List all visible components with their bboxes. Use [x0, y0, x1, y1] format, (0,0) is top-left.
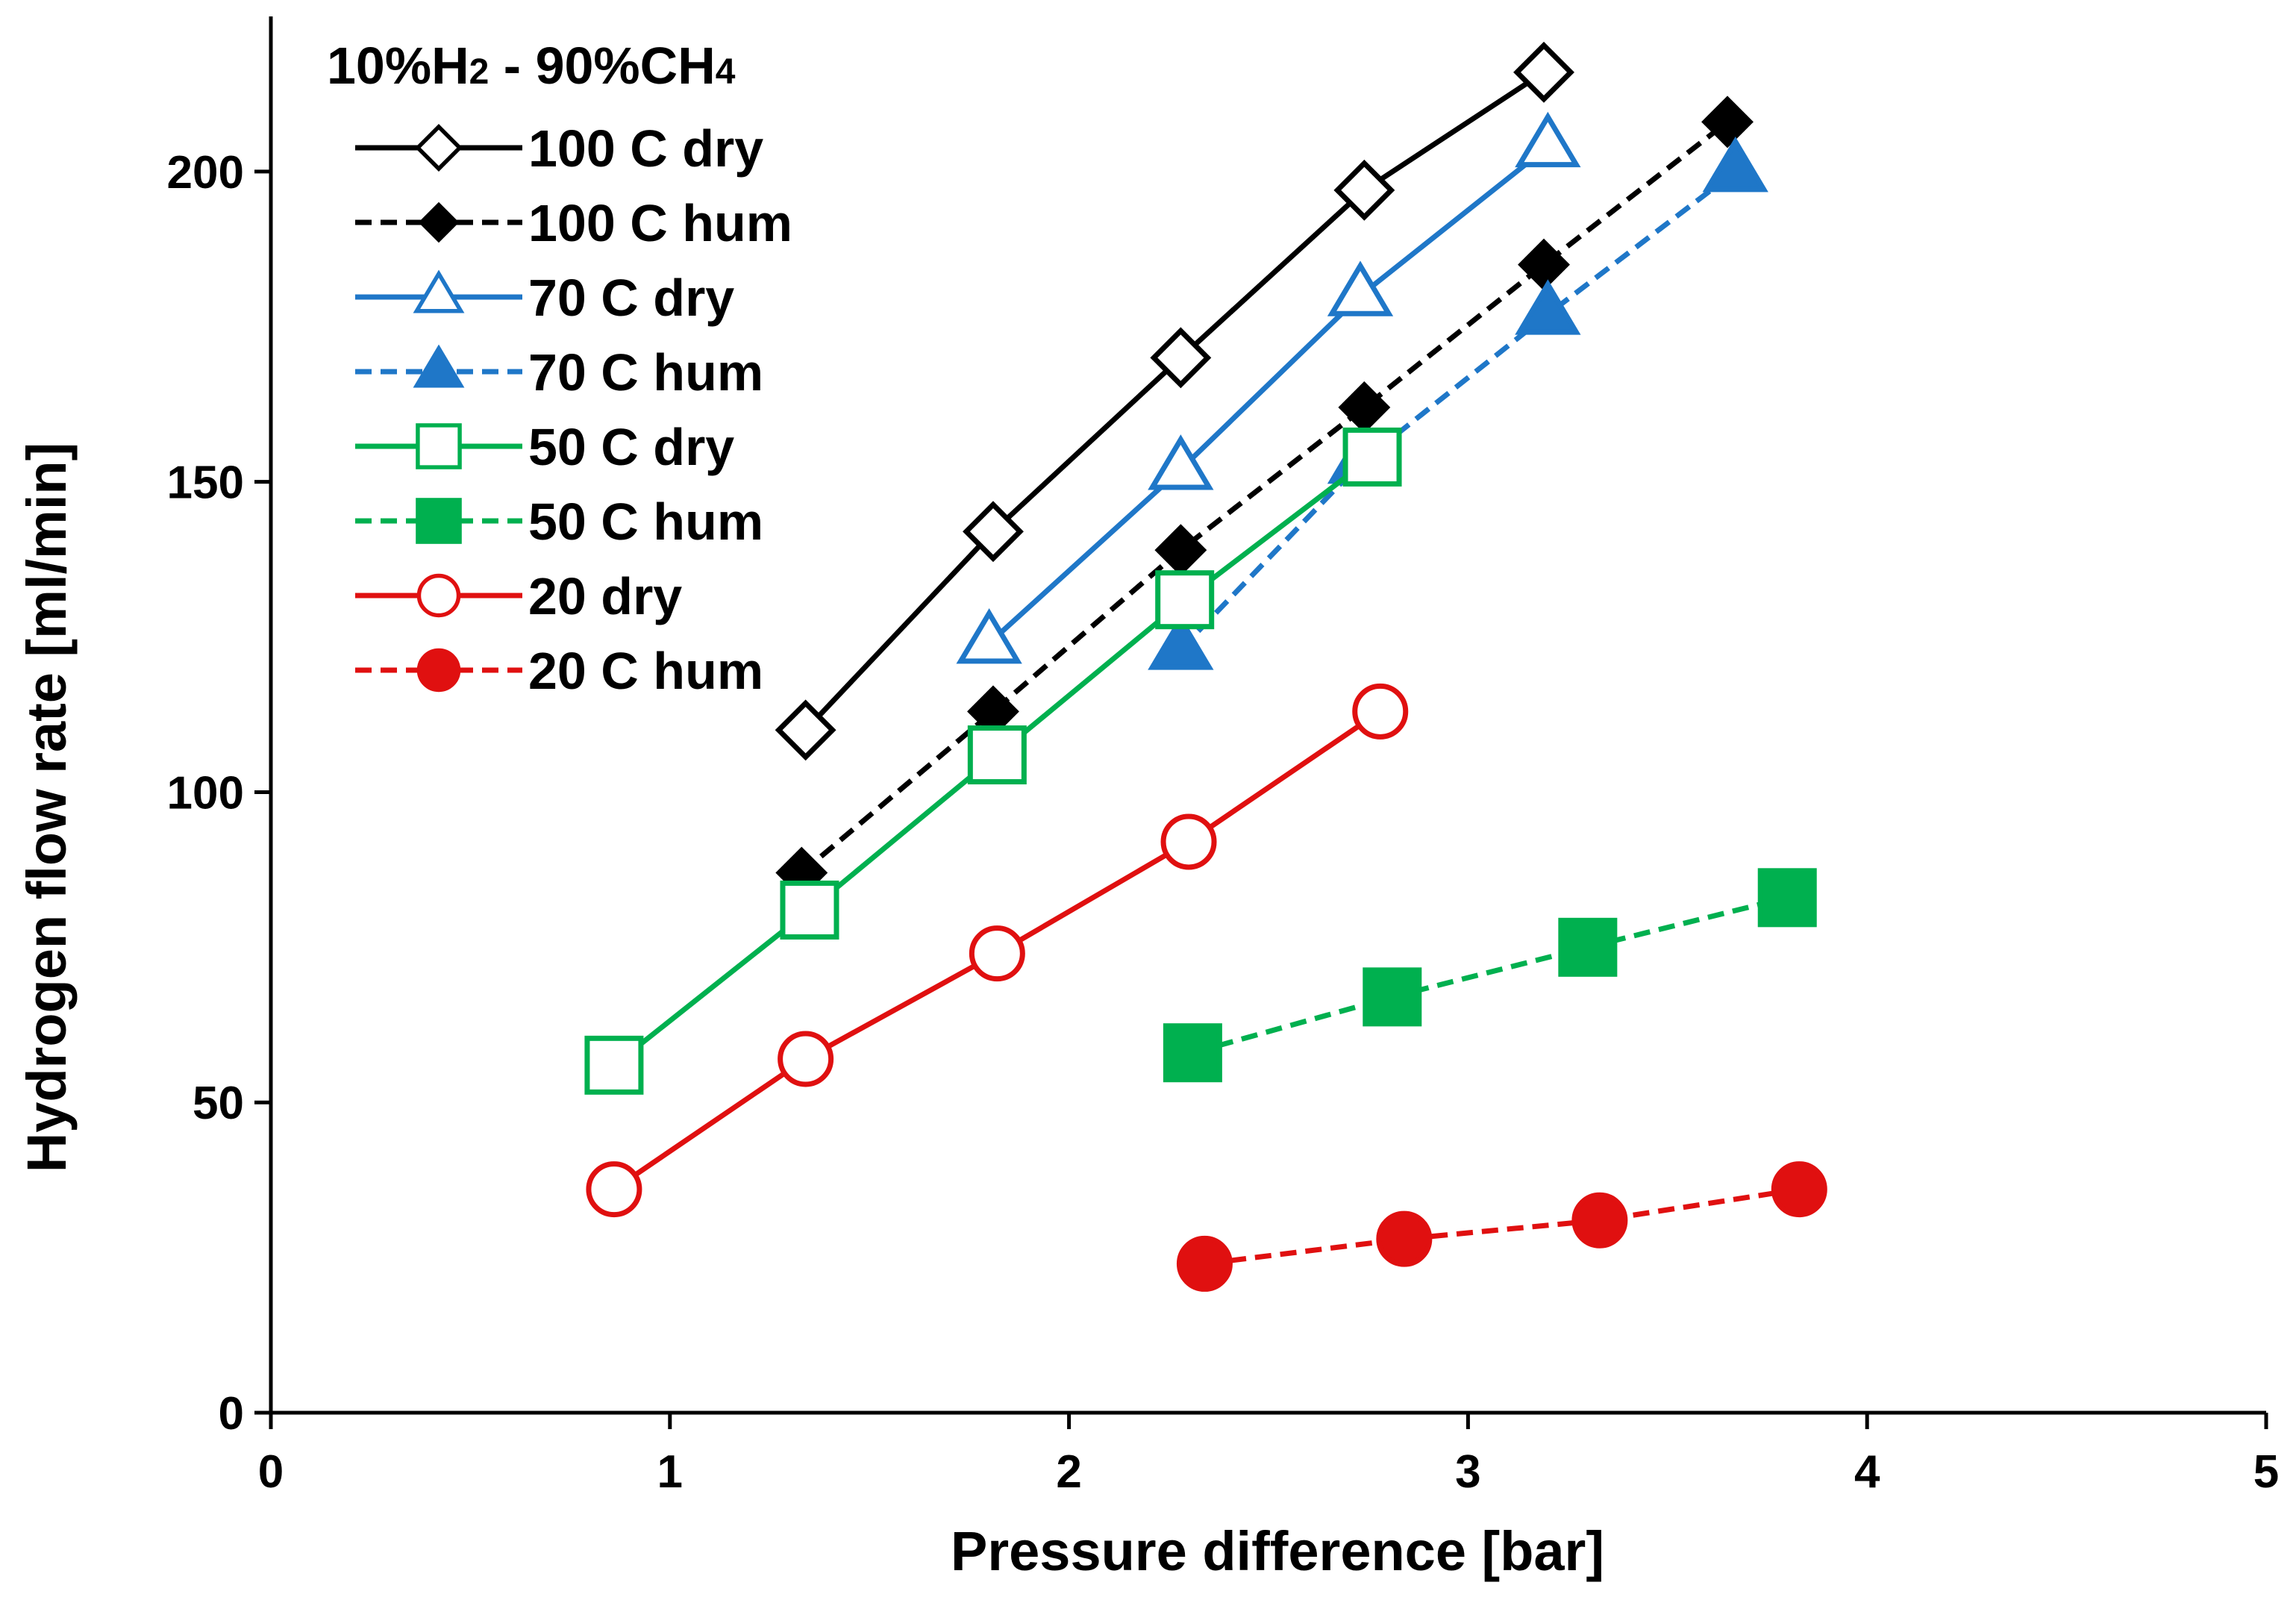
x-tick-label: 3	[1455, 1446, 1480, 1498]
data-point-square	[967, 725, 1027, 785]
series-line	[1178, 169, 1737, 652]
legend-label: 70 C dry	[528, 269, 734, 327]
legend-entry: 100 C hum	[355, 194, 792, 252]
data-point-circle	[778, 1031, 834, 1087]
legend-entry: 70 C hum	[355, 343, 763, 402]
series-20-c-hum	[1176, 1161, 1827, 1292]
y-tick-label: 0	[219, 1388, 244, 1440]
legend-entry: 50 C dry	[355, 418, 734, 476]
data-point-triangle	[1515, 111, 1581, 168]
data-point-diamond	[1150, 327, 1212, 389]
series-line	[1192, 895, 1789, 1056]
legend-label: 20 dry	[528, 567, 682, 625]
data-point-triangle	[1148, 434, 1214, 490]
legend-entry: 100 C dry	[355, 119, 763, 178]
axes	[269, 16, 2266, 1415]
x-tick-label: 4	[1854, 1446, 1880, 1498]
series-line	[800, 119, 1730, 875]
x-tick-label: 0	[258, 1446, 284, 1498]
legend-entry: 70 C dry	[355, 269, 734, 327]
data-point-diamond	[1701, 96, 1754, 149]
y-tick-label: 150	[167, 457, 244, 509]
legend-label: 50 C dry	[528, 418, 734, 476]
legend-label: 100 C hum	[528, 194, 792, 252]
legend: 10%H2 - 90%CH4 100 C dry 100 C hum 70 C dry…	[327, 37, 792, 700]
legend-title-part: 2	[469, 52, 489, 92]
series-line	[1204, 1187, 1800, 1266]
data-point-diamond	[1513, 41, 1574, 103]
data-point-square	[1155, 570, 1215, 630]
legend-title: 10%H2 - 90%CH4	[327, 37, 736, 95]
data-point-circle	[586, 1161, 642, 1218]
series-100-c-hum	[775, 96, 1754, 899]
data-point-square	[1757, 868, 1817, 928]
data-point-square	[1342, 427, 1402, 487]
series-50-c-hum	[1163, 868, 1817, 1083]
legend-entry: 50 C hum	[355, 493, 763, 551]
x-axis-title: Pressure difference [bar]	[951, 1520, 1604, 1582]
data-point-square	[1363, 967, 1422, 1027]
data-point-diamond	[775, 699, 836, 761]
data-point-square	[780, 880, 839, 940]
x-tick-label: 2	[1056, 1446, 1081, 1498]
data-point-diamond	[415, 124, 463, 172]
legend-label: 70 C hum	[528, 343, 763, 402]
series-line	[987, 144, 1550, 646]
data-point-triangle	[956, 608, 1022, 664]
legend-label: 20 C hum	[528, 642, 763, 700]
data-point-circle	[416, 573, 461, 618]
data-point-triangle	[1702, 137, 1768, 193]
data-point-diamond	[418, 201, 460, 243]
data-point-square	[584, 1035, 644, 1095]
data-point-diamond	[1333, 159, 1395, 221]
series-50-c-dry	[584, 427, 1402, 1095]
data-point-diamond	[1338, 381, 1391, 434]
data-point-circle	[1352, 683, 1409, 740]
data-point-diamond	[1518, 238, 1570, 291]
data-point-triangle	[1515, 279, 1581, 335]
legend-title-part: 4	[716, 52, 736, 92]
legend-label: 50 C hum	[528, 493, 763, 551]
data-point-triangle	[1327, 260, 1394, 316]
series-70-c-dry	[956, 111, 1581, 664]
data-point-circle	[416, 648, 461, 693]
data-point-circle	[1571, 1192, 1628, 1249]
x-tick-label: 1	[657, 1446, 683, 1498]
data-point-square	[416, 423, 462, 469]
x-tick-label: 5	[2253, 1446, 2279, 1498]
data-point-square	[416, 498, 462, 544]
data-point-square	[1163, 1023, 1222, 1083]
data-point-diamond	[1154, 524, 1207, 577]
series-layer	[584, 41, 1827, 1292]
legend-entry: 20 C hum	[355, 642, 763, 700]
data-point-triangle	[413, 269, 465, 313]
y-tick-label: 50	[193, 1078, 244, 1129]
data-point-circle	[1376, 1210, 1433, 1267]
legend-entry: 20 dry	[355, 567, 682, 625]
data-point-triangle	[413, 344, 465, 388]
series-100-c-dry	[775, 41, 1574, 761]
data-point-circle	[1771, 1161, 1827, 1218]
y-tick-label: 100	[167, 767, 244, 819]
series-20-dry	[586, 683, 1409, 1218]
data-point-square	[1558, 917, 1618, 977]
legend-label: 100 C dry	[528, 119, 763, 178]
data-point-circle	[969, 925, 1025, 982]
data-point-diamond	[963, 501, 1024, 563]
data-point-circle	[1176, 1235, 1233, 1292]
legend-title-part: 10%H	[327, 37, 469, 95]
data-point-circle	[1160, 813, 1217, 870]
data-point-triangle	[1148, 614, 1214, 670]
y-axis-title: Hydrogen flow rate [ml/min]	[16, 443, 78, 1173]
y-tick-label: 200	[167, 147, 244, 199]
legend-title-part: - 90%CH	[489, 37, 715, 95]
